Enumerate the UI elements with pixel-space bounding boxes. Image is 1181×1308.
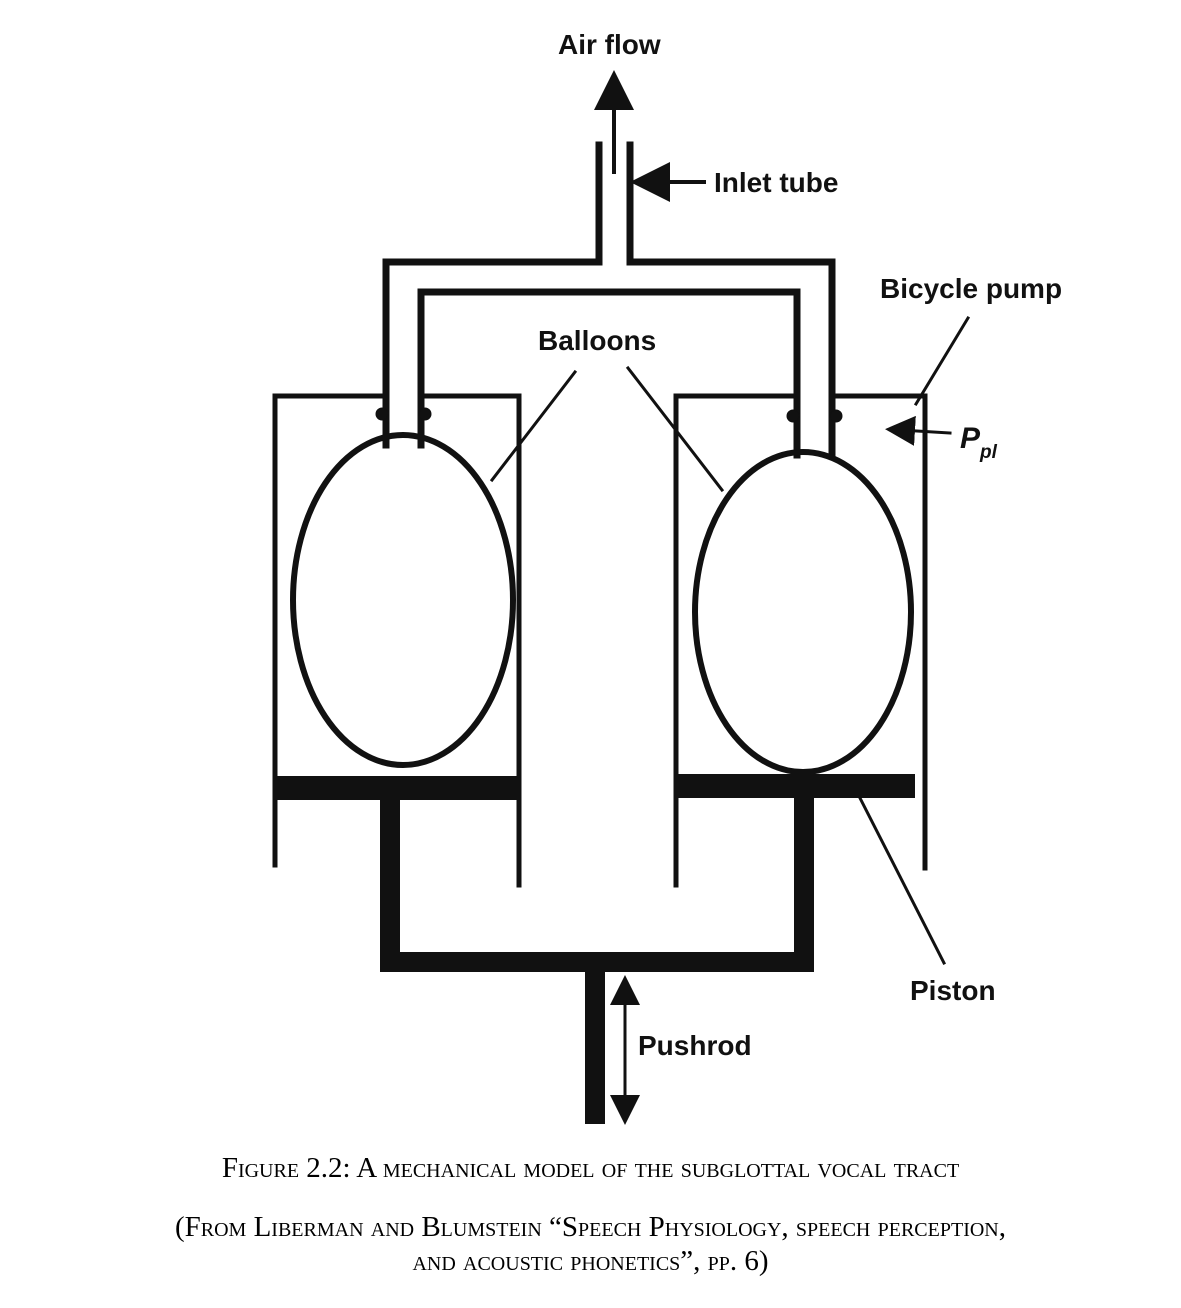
left-balloon-neck [375,407,432,449]
piston-label: Piston [910,975,996,1006]
balloons-leader-lines [489,365,725,493]
ppl-label: Ppl [960,422,998,463]
ppl-subscript: pl [979,442,998,463]
connecting-rod [380,796,814,972]
right-balloon [692,449,914,775]
bicycle-pump-leader [913,315,971,407]
ppl-main: P [960,422,981,455]
figure-caption-title: Figure 2.2: A mechanical model of the su… [221,1152,960,1184]
right-piston [678,774,915,798]
left-balloon [290,432,516,768]
left-pump-cylinder [272,393,522,888]
pushrod-label: Pushrod [638,1030,752,1061]
air-flow-label: Air flow [558,29,661,60]
ppl-arrow [885,415,952,446]
right-balloon-neck [786,409,843,459]
branch-tube-outer [382,258,836,422]
right-pump-cylinder [673,393,928,888]
piston-leader [857,795,947,966]
inlet-tube-label: Inlet tube [714,167,838,198]
left-piston [277,776,517,800]
bicycle-pump-label: Bicycle pump [880,273,1062,304]
figure-caption-source-line1: (From Liberman and Blumstein “Speech Phy… [174,1211,1007,1243]
figure-caption-source: (From Liberman and Blumstein “Speech Phy… [0,1210,1181,1278]
figure-caption-source-line2: and acoustic phonetics”, pp. 6) [412,1245,769,1277]
branch-tube-inner [417,288,801,422]
balloons-label: Balloons [538,325,656,356]
